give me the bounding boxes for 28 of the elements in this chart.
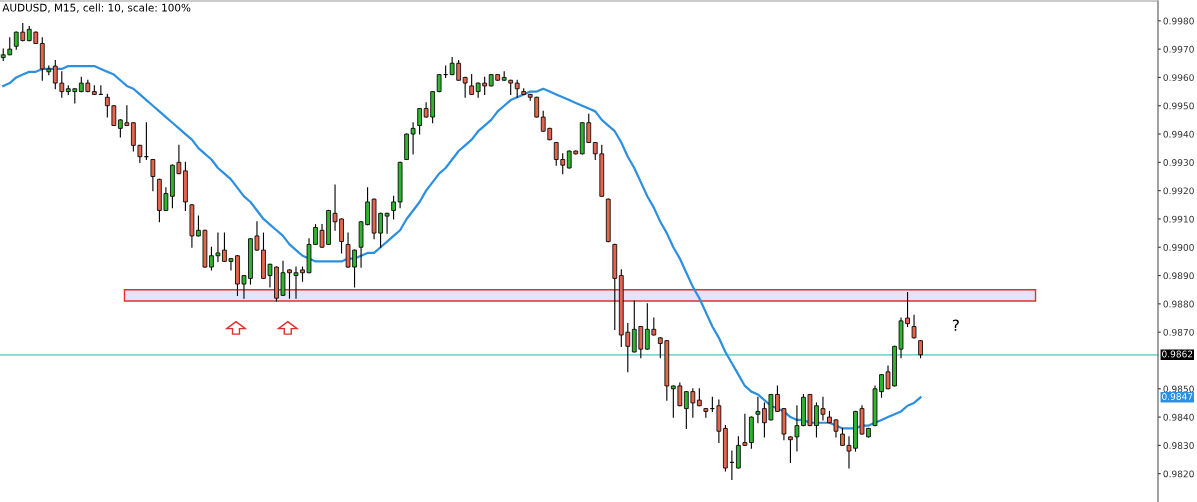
y-tick-label: 0.9890 xyxy=(1163,272,1194,280)
y-tick-label: 0.9930 xyxy=(1163,159,1194,166)
candlestick xyxy=(469,74,475,95)
y-tick-label: 0.9850 xyxy=(1163,385,1194,393)
text: 0.9847 xyxy=(1162,393,1193,400)
y-tick-label: 0.9970 xyxy=(1163,45,1194,53)
candlestick xyxy=(150,158,156,192)
candlestick xyxy=(703,408,709,418)
candlestick xyxy=(462,76,468,98)
y-tick-label: 0.9940 xyxy=(1163,130,1194,138)
y-tick-label: 0.9820 xyxy=(1163,470,1194,478)
candlestick xyxy=(410,122,416,155)
ref-line-label: 0.9862 xyxy=(1162,350,1193,358)
candlestick xyxy=(417,108,422,135)
y-tick-label: 0.9840 xyxy=(1163,413,1194,421)
y-tick-label: 0.9920 xyxy=(1163,187,1194,195)
y-tick-label: 0.9830 xyxy=(1163,442,1194,449)
y-tick-label: 0.9910 xyxy=(1163,215,1194,223)
y-tick-label: 0.9980 xyxy=(1163,17,1194,25)
y-tick-label: 0.9900 xyxy=(1163,243,1194,251)
y-tick-label: 0.9960 xyxy=(1163,74,1194,81)
chart-title: AUDUSD, M15, cell: 10, scale: 100% xyxy=(2,3,191,13)
y-tick-label: 0.9950 xyxy=(1163,102,1194,110)
line-series xyxy=(2,65,922,430)
candlestick xyxy=(911,314,917,339)
y-tick-label: 0.9870 xyxy=(1163,328,1194,336)
y-tick-label: 0.9880 xyxy=(1163,300,1194,308)
annotation: ? xyxy=(952,319,959,331)
